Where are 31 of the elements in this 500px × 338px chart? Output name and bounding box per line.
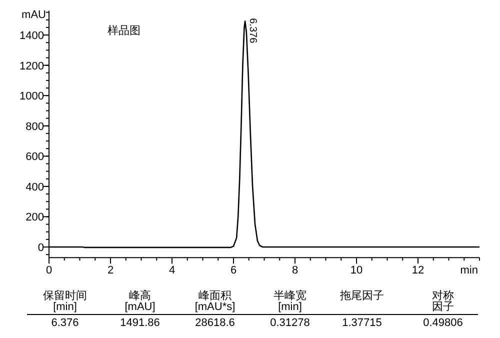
x-tick-label: 12 xyxy=(412,264,424,277)
x-tick-label: 4 xyxy=(168,264,176,277)
y-tick-label: 200 xyxy=(26,212,44,224)
text: 峰高 [mAU] xyxy=(124,289,156,313)
text: 拖尾因子 xyxy=(339,290,384,302)
text: 6.376 xyxy=(51,317,79,329)
y-tick-label: 600 xyxy=(26,151,44,164)
y-tick-label: 1200 xyxy=(20,60,44,72)
x-tick-label: 10 xyxy=(350,264,363,277)
text: 1491.86 xyxy=(120,317,160,329)
y-tick-label: 1400 xyxy=(20,30,44,42)
text: 28618.6 xyxy=(195,317,235,329)
y-tick-label: 400 xyxy=(26,181,44,194)
text: 0.31278 xyxy=(270,317,310,329)
text: 0.49806 xyxy=(423,317,463,329)
annotation: 6.376 xyxy=(247,18,258,44)
x-tick-label: 6 xyxy=(230,264,237,277)
text: 保留时间 [min] xyxy=(43,289,87,313)
y-axis-title: mAU xyxy=(22,9,46,21)
x-tick-label: 8 xyxy=(292,264,298,277)
y-tick-label: 0 xyxy=(38,242,44,254)
text: 峰面积 [mAU*s] xyxy=(194,290,236,313)
x-tick-label: 2 xyxy=(107,264,114,277)
x-tick-label: 0 xyxy=(46,264,52,277)
y-tick-label: 800 xyxy=(26,120,44,133)
text: 1.37715 xyxy=(342,317,382,329)
x-axis-title: min xyxy=(460,264,478,277)
text: 半峰宽 [min] xyxy=(274,289,306,313)
text: 样品图 xyxy=(108,25,140,37)
y-tick-label: 1000 xyxy=(20,90,44,103)
text: 对称因子 xyxy=(432,289,454,313)
